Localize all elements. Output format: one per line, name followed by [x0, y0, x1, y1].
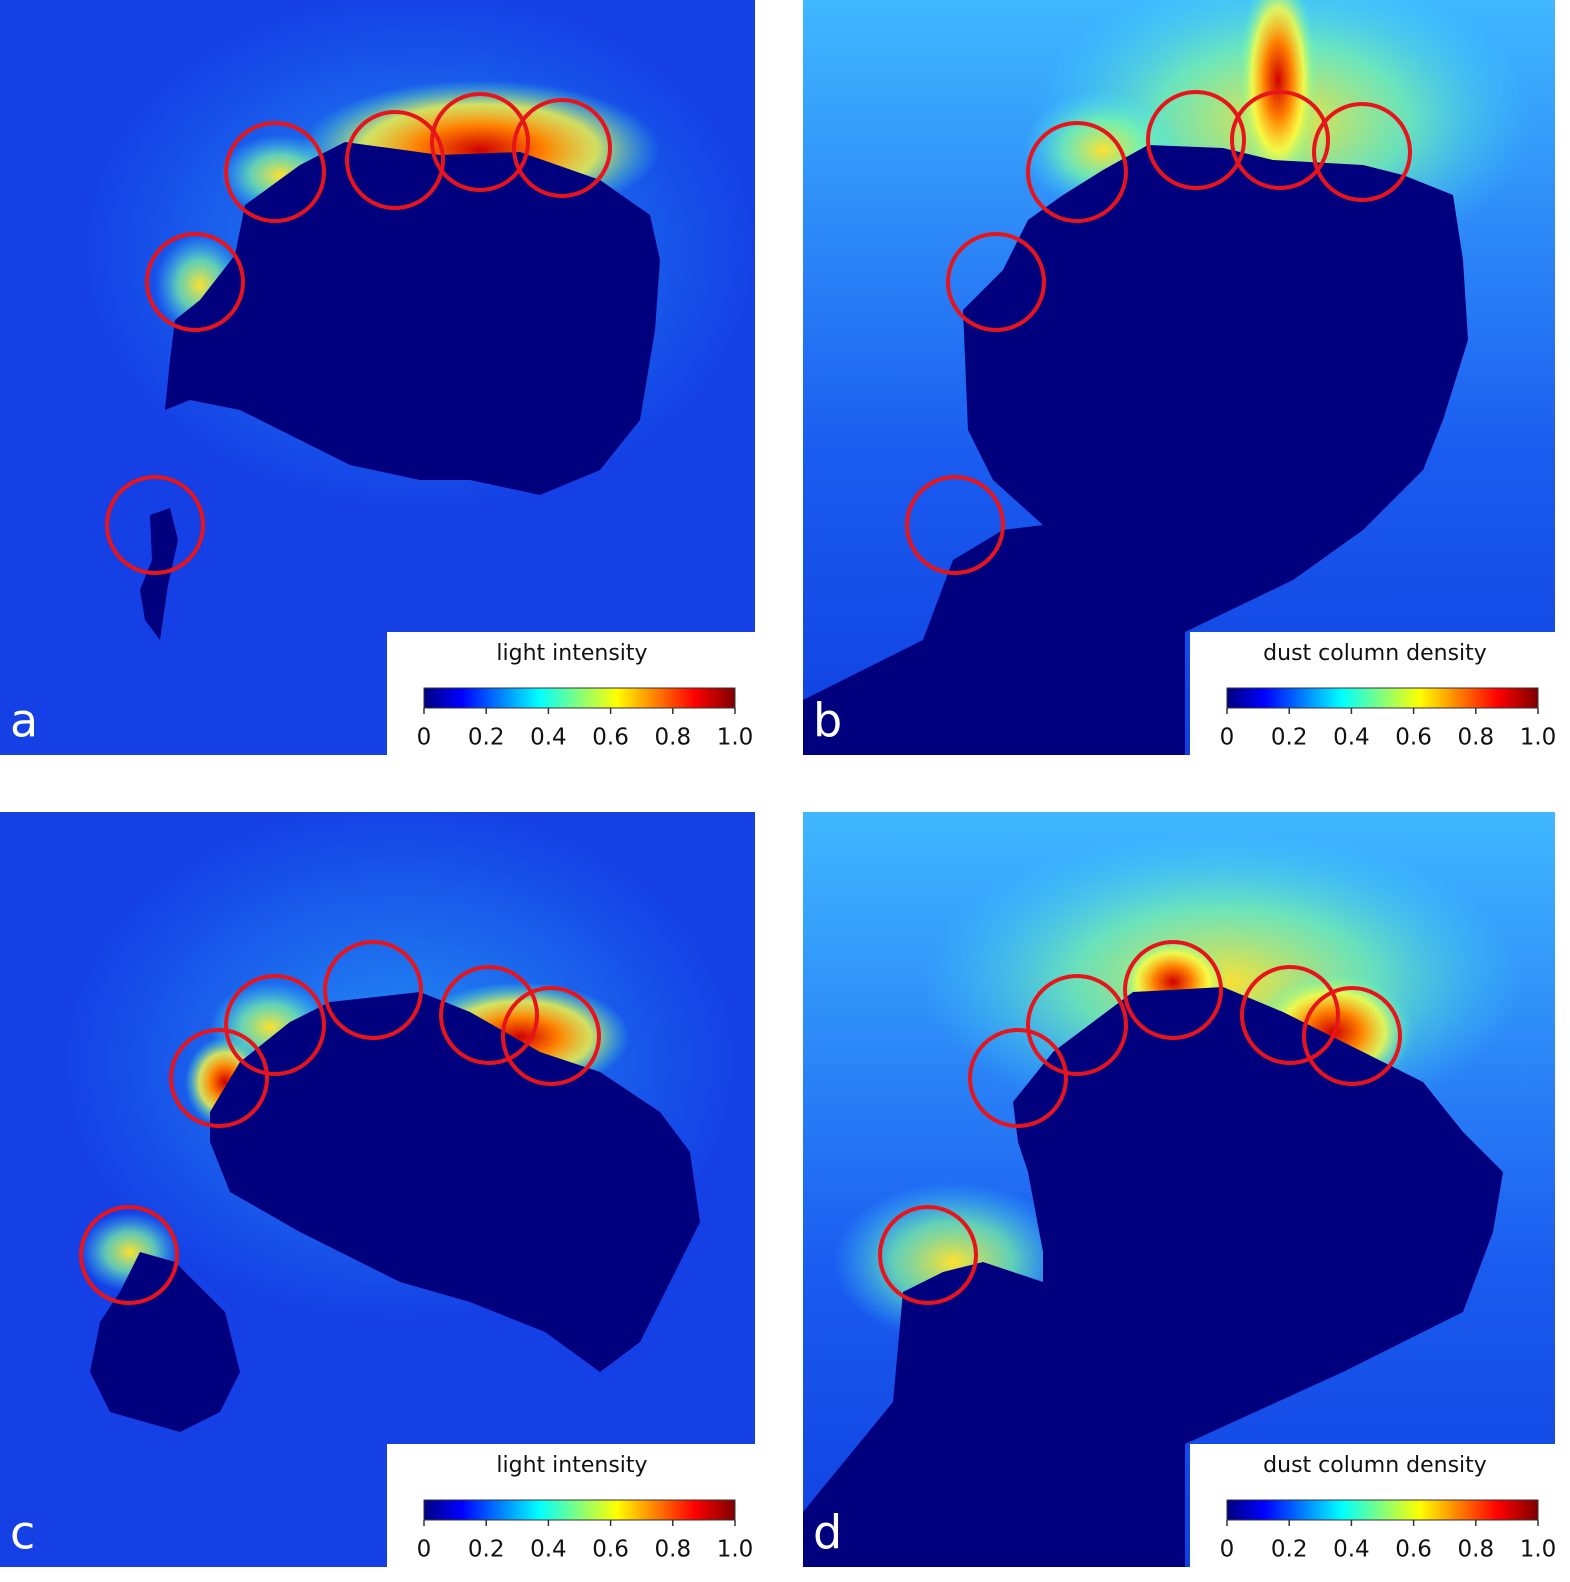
colorbar-tick-label: 1.0 [717, 1537, 754, 1563]
colorbar-tick-label: 1.0 [1520, 725, 1557, 751]
colorbar-tick-label: 1.0 [717, 725, 754, 751]
colorbar-tick-label: 0.4 [1333, 725, 1370, 751]
colorbar [423, 1499, 736, 1521]
colorbar-tick-label: 0.2 [468, 1537, 505, 1563]
panel-label: c [10, 1506, 35, 1560]
colorbar-title: light intensity [496, 1453, 647, 1478]
colorbar-tick-label: 0.2 [468, 725, 505, 751]
colorbar-tick-label: 0.8 [1458, 1537, 1495, 1563]
colorbar-tick-label: 0 [417, 725, 432, 751]
colorbar-tick-label: 0 [417, 1537, 432, 1563]
colorbar-tick-label: 0.2 [1271, 1537, 1308, 1563]
colorbar-tick-label: 0.4 [530, 1537, 567, 1563]
colorbar-tick-label: 0.6 [592, 725, 629, 751]
panel-d-image [803, 812, 1555, 1567]
panel-b-image [803, 0, 1555, 755]
colorbar-tick-label: 0.8 [655, 725, 692, 751]
colorbar-tick-label: 0.8 [655, 1537, 692, 1563]
colorbar-tick-label: 0.4 [530, 725, 567, 751]
colorbar [423, 687, 736, 709]
colorbar-tick-label: 0.6 [1395, 1537, 1432, 1563]
colorbar [1226, 687, 1539, 709]
colorbar-title: dust column density [1263, 641, 1487, 666]
colorbar [1226, 1499, 1539, 1521]
legends: light intensity 0 0.2 0.4 0.6 0.8 1.0 a dust col… [10, 632, 1558, 1567]
panel-label: d [813, 1506, 842, 1560]
colorbar-tick-label: 0.2 [1271, 725, 1308, 751]
colorbar-tick-label: 0.6 [1395, 725, 1432, 751]
panel-label: b [813, 694, 842, 748]
colorbar-tick-label: 0.4 [1333, 1537, 1370, 1563]
panel-label: a [10, 694, 38, 748]
colorbar-title: dust column density [1263, 1453, 1487, 1478]
panel-c-image [0, 802, 755, 1567]
panel-a-image [0, 0, 760, 755]
colorbar-tick-label: 0.6 [592, 1537, 629, 1563]
colorbar-tick-label: 1.0 [1520, 1537, 1557, 1563]
colorbar-tick-label: 0 [1220, 1537, 1235, 1563]
colorbar-title: light intensity [496, 641, 647, 666]
colorbar-tick-label: 0 [1220, 725, 1235, 751]
colorbar-tick-label: 0.8 [1458, 725, 1495, 751]
